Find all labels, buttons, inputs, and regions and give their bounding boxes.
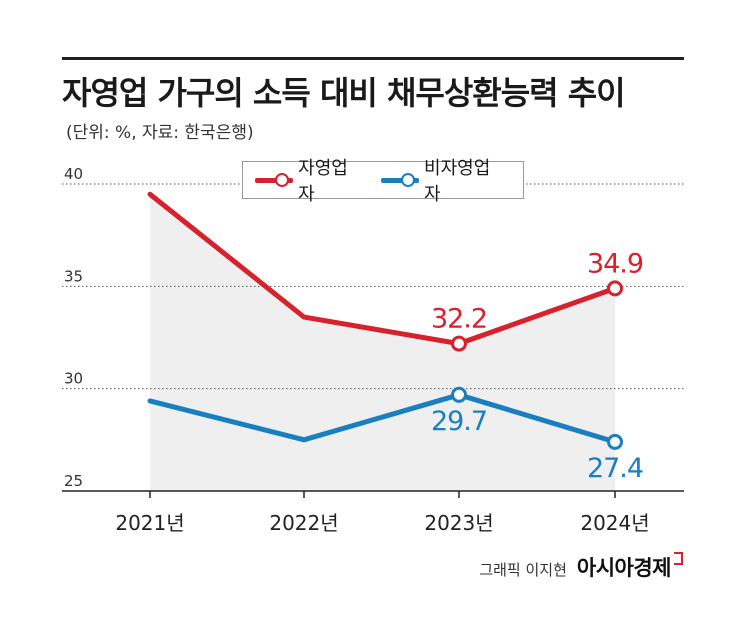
legend-swatch-non-self-employed [380,173,419,187]
data-point-non-self-employed [607,433,623,450]
x-tick-label: 2024년 [580,511,649,535]
data-point-non-self-employed [451,386,467,403]
title-rule [62,57,684,60]
data-point-self-employed [451,335,467,352]
brand-logo: 아시아경제 [576,556,672,580]
legend: 자영업자 비자영업자 [242,158,524,205]
series-line-non-self-employed [147,392,618,445]
credit: 그래픽 이지현 아시아경제 [479,552,683,582]
chart-subtitle: (단위: %, 자료: 한국은행) [66,123,254,143]
chart-title: 자영업 가구의 소득 대비 채무상환능력 추이 [62,74,626,112]
data-label-self-employed: 34.9 [587,248,643,279]
shaded-area [150,194,615,491]
y-tick-label: 30 [64,370,83,388]
series-line-self-employed [147,191,618,347]
data-label-non-self-employed: 29.7 [431,406,487,437]
legend-item-self-employed: 자영업자 [255,154,363,206]
y-tick-label: 35 [64,267,83,285]
brand-mark-icon [674,552,683,565]
data-label-non-self-employed: 27.4 [587,453,643,484]
legend-item-non-self-employed: 비자영업자 [380,154,505,206]
data-label-self-employed: 32.2 [431,304,487,335]
x-tick-label: 2023년 [424,511,493,535]
legend-label-non-self-employed: 비자영업자 [424,158,491,205]
legend-label-self-employed: 자영업자 [298,158,348,205]
legend-swatch-self-employed [255,173,293,187]
x-tick-label: 2022년 [269,511,338,535]
x-tick-label: 2021년 [115,511,184,535]
credit-text: 그래픽 이지현 [479,561,567,579]
y-tick-label: 40 [64,165,83,183]
data-point-self-employed [607,280,623,297]
y-tick-label: 25 [64,472,83,490]
